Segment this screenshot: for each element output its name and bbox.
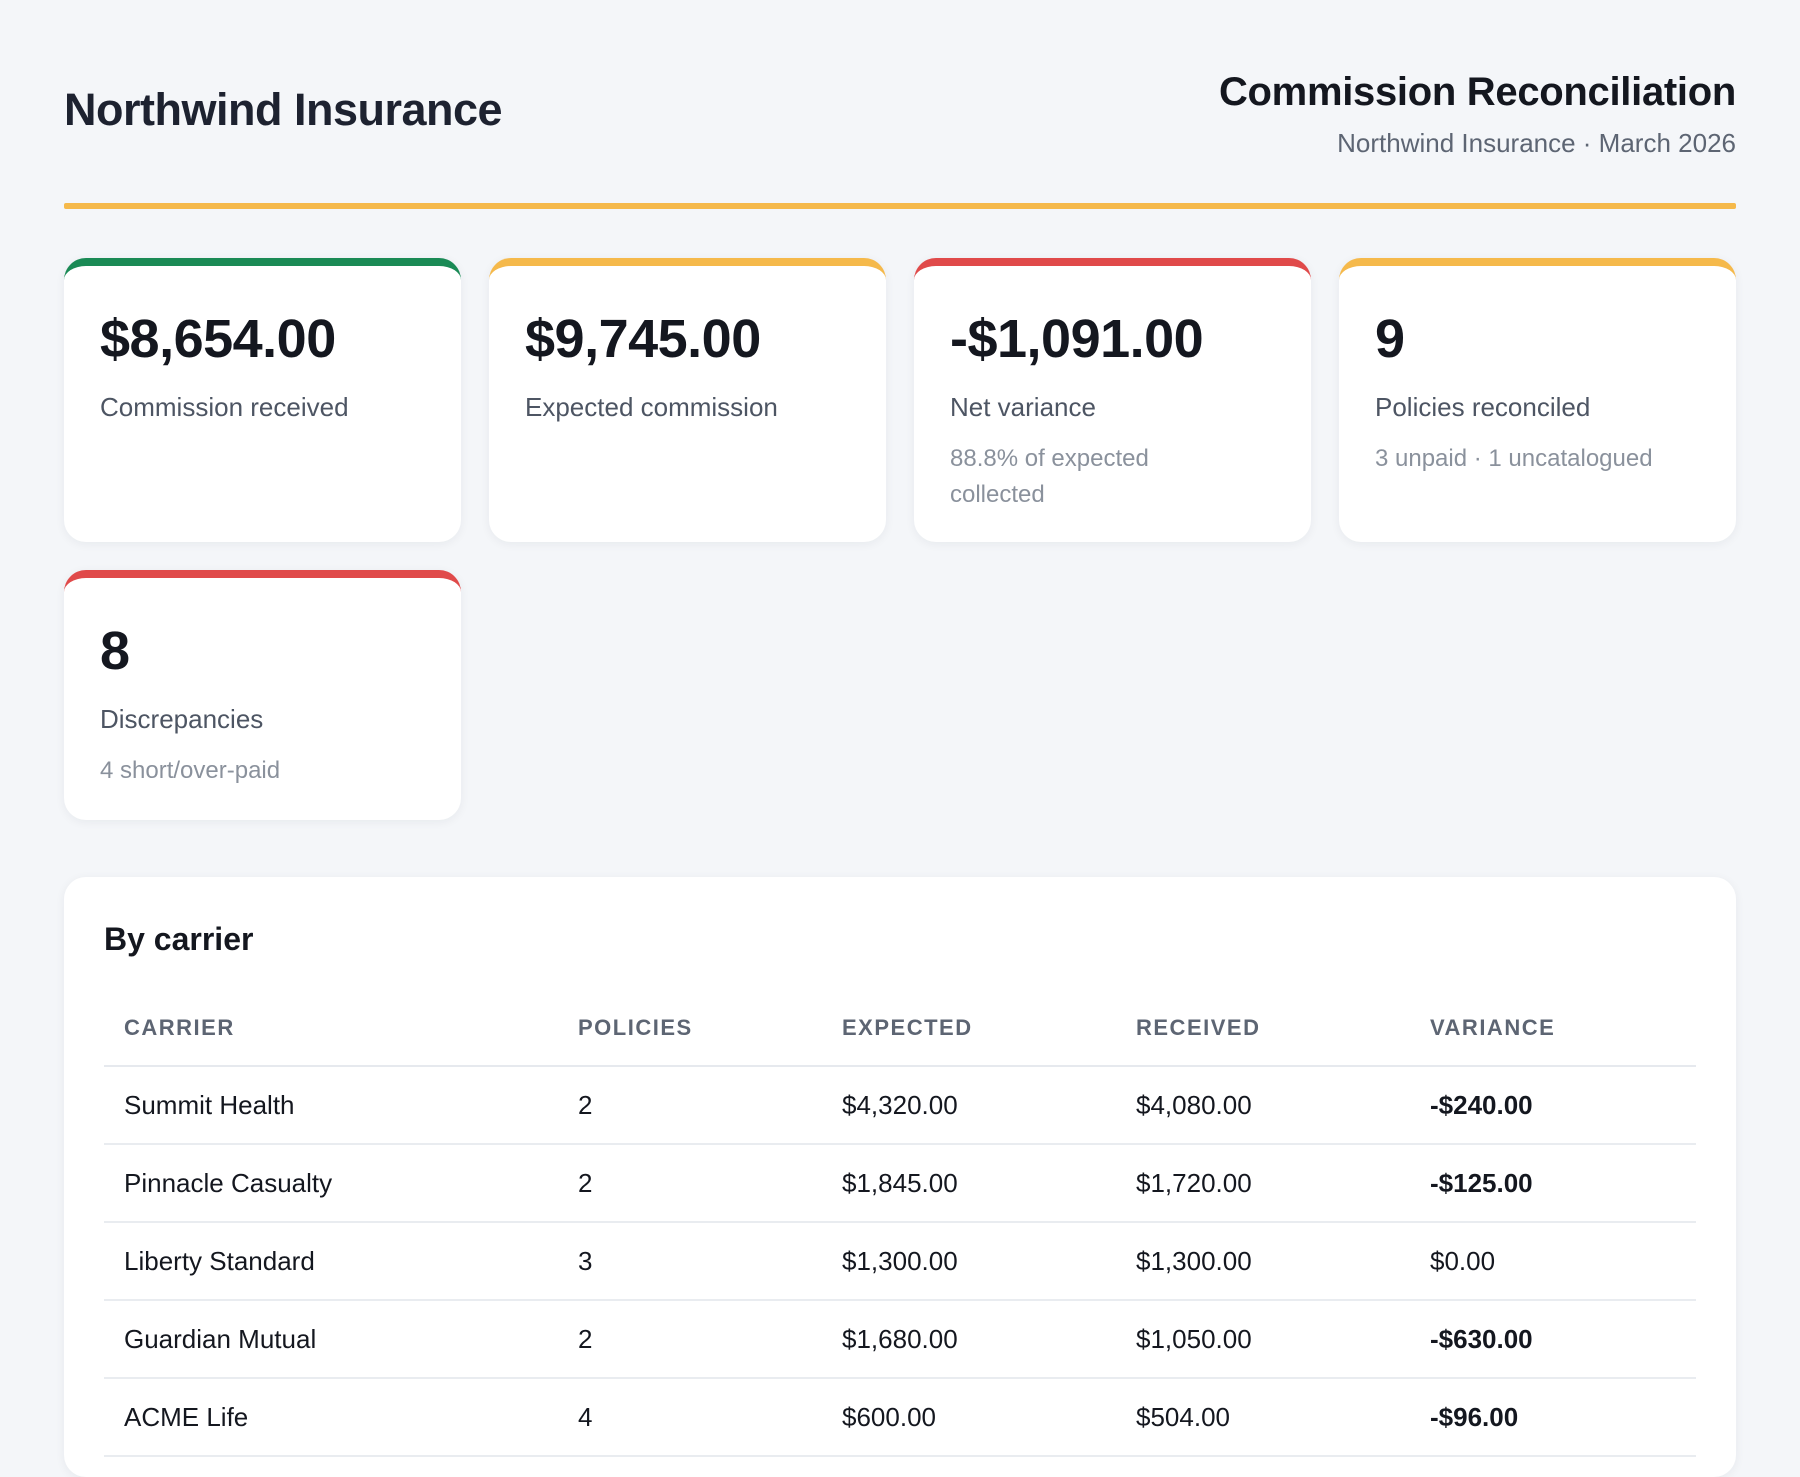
kpi-value: -$1,091.00: [950, 309, 1204, 369]
cell-received: $1,050.00: [1116, 1300, 1410, 1379]
cell-policies: 4: [558, 1378, 822, 1457]
cell-variance: -$240.00: [1410, 1066, 1696, 1145]
cell-expected: $4,320.00: [822, 1066, 1116, 1145]
kpi-card-net-variance: -$1,091.00 Net variance 88.8% of expecte…: [914, 258, 1311, 542]
cell-variance: -$96.00: [1410, 1378, 1696, 1457]
kpi-card-expected-commission: $9,745.00 Expected commission: [489, 258, 886, 542]
kpi-label: Expected commission: [525, 392, 778, 422]
panel-title: By carrier: [104, 921, 254, 957]
kpi-note: 4 short/over-paid: [100, 757, 281, 784]
carrier-panel: By carrier CARRIER POLICIES EXPECTED REC…: [64, 877, 1736, 1477]
cell-received: $1,300.00: [1116, 1222, 1410, 1301]
cell-policies: 2: [558, 1300, 822, 1379]
report-page: Northwind Insurance Commission Reconcili…: [64, 0, 1736, 1477]
cell-expected: $1,680.00: [822, 1300, 1116, 1379]
table-header-row: CARRIER POLICIES EXPECTED RECEIVED VARIA…: [104, 990, 1696, 1067]
cell-policies: 3: [558, 1222, 822, 1301]
table-row[interactable]: Liberty Standard 3 $1,300.00 $1,300.00 $…: [104, 1222, 1696, 1301]
kpi-card-policies-reconciled: 9 Policies reconciled 3 unpaid · 1 uncat…: [1339, 258, 1736, 542]
kpi-value: 9: [1375, 309, 1405, 369]
cell-expected: $1,300.00: [822, 1222, 1116, 1301]
kpi-label: Commission received: [100, 392, 349, 422]
column-header-received[interactable]: RECEIVED: [1116, 990, 1410, 1067]
table-row[interactable]: Guardian Mutual 2 $1,680.00 $1,050.00 -$…: [104, 1300, 1696, 1379]
report-subtitle: Northwind Insurance · March 2026: [1337, 128, 1736, 158]
cell-variance: $0.00: [1410, 1222, 1696, 1301]
kpi-grid: $8,654.00 Commission received $9,745.00 …: [64, 258, 1736, 820]
kpi-value: $8,654.00: [100, 309, 336, 369]
cell-received: $4,080.00: [1116, 1066, 1410, 1145]
kpi-card-discrepancies: 8 Discrepancies 4 short/over-paid: [64, 570, 461, 820]
kpi-note: 88.8% of expected collected: [950, 445, 1149, 508]
cell-carrier: Guardian Mutual: [104, 1300, 558, 1379]
carrier-table: CARRIER POLICIES EXPECTED RECEIVED VARIA…: [104, 990, 1696, 1457]
column-header-policies[interactable]: POLICIES: [558, 990, 822, 1067]
kpi-value: $9,745.00: [525, 309, 761, 369]
column-header-carrier[interactable]: CARRIER: [104, 990, 558, 1067]
cell-expected: $1,845.00: [822, 1144, 1116, 1223]
cell-received: $1,720.00: [1116, 1144, 1410, 1223]
column-header-expected[interactable]: EXPECTED: [822, 990, 1116, 1067]
kpi-label: Net variance: [950, 392, 1096, 422]
cell-expected: $600.00: [822, 1378, 1116, 1457]
kpi-note: 3 unpaid · 1 uncatalogued: [1375, 445, 1653, 472]
cell-carrier: ACME Life: [104, 1378, 558, 1457]
cell-policies: 2: [558, 1066, 822, 1145]
cell-variance: -$630.00: [1410, 1300, 1696, 1379]
cell-carrier: Pinnacle Casualty: [104, 1144, 558, 1223]
report-title: Commission Reconciliation: [1218, 70, 1736, 114]
kpi-label: Discrepancies: [100, 704, 264, 734]
kpi-label: Policies reconciled: [1375, 392, 1591, 422]
brand-name: Northwind Insurance: [64, 84, 503, 135]
table-row[interactable]: Summit Health 2 $4,320.00 $4,080.00 -$24…: [104, 1066, 1696, 1145]
cell-carrier: Liberty Standard: [104, 1222, 558, 1301]
cell-received: $504.00: [1116, 1378, 1410, 1457]
cell-policies: 2: [558, 1144, 822, 1223]
header-divider: [64, 203, 1736, 209]
kpi-value: 8: [100, 621, 130, 681]
table-row[interactable]: Pinnacle Casualty 2 $1,845.00 $1,720.00 …: [104, 1144, 1696, 1223]
report-header: Northwind Insurance Commission Reconcili…: [64, 0, 1736, 207]
cell-carrier: Summit Health: [104, 1066, 558, 1145]
kpi-card-commission-received: $8,654.00 Commission received: [64, 258, 461, 542]
table-row[interactable]: ACME Life 4 $600.00 $504.00 -$96.00: [104, 1378, 1696, 1457]
cell-variance: -$125.00: [1410, 1144, 1696, 1223]
column-header-variance[interactable]: VARIANCE: [1410, 990, 1696, 1067]
